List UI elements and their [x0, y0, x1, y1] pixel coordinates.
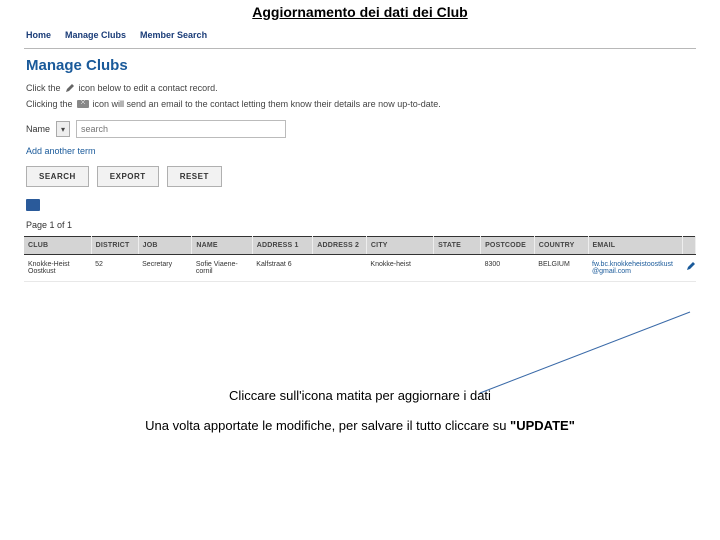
export-button[interactable]: EXPORT	[97, 166, 159, 187]
caption-1: Cliccare sull'icona matita per aggiornar…	[0, 388, 720, 403]
print-row	[18, 197, 702, 216]
cell-addr1: Kalfstraat 6	[252, 255, 312, 282]
cell-name: Sofie Viaene-cornil	[192, 255, 252, 282]
hint2-post: icon will send an email to the contact l…	[93, 99, 441, 109]
th-district: DISTRICT	[91, 237, 138, 255]
nav-member-search[interactable]: Member Search	[140, 30, 207, 40]
cell-job: Secretary	[138, 255, 192, 282]
th-actions	[682, 237, 696, 255]
th-name: NAME	[192, 237, 252, 255]
th-job: JOB	[138, 237, 192, 255]
hint-email: Clicking the icon will send an email to …	[18, 96, 702, 112]
envelope-icon	[77, 100, 89, 108]
cell-addr2	[313, 255, 367, 282]
th-email: EMAIL	[588, 237, 682, 255]
th-addr1: ADDRESS 1	[252, 237, 312, 255]
edit-pencil-icon[interactable]	[686, 261, 696, 271]
hint2-pre: Clicking the	[26, 99, 73, 109]
reset-button[interactable]: RESET	[167, 166, 222, 187]
caption-2: Una volta apportate le modifiche, per sa…	[0, 418, 720, 433]
th-city: CITY	[366, 237, 433, 255]
th-state: STATE	[434, 237, 481, 255]
caption2-bold: "UPDATE"	[510, 418, 575, 433]
nav-home[interactable]: Home	[26, 30, 51, 40]
search-row: Name ▾	[18, 112, 702, 142]
field-dropdown[interactable]: ▾	[56, 121, 70, 137]
search-button[interactable]: SEARCH	[26, 166, 89, 187]
hint1-pre: Click the	[26, 83, 61, 93]
th-club: CLUB	[24, 237, 91, 255]
page-heading: Manage Clubs	[18, 55, 702, 80]
hint-edit: Click the icon below to edit a contact r…	[18, 80, 702, 96]
cell-actions	[682, 255, 696, 282]
pager: Page 1 of 1	[18, 216, 702, 236]
top-nav: Home Manage Clubs Member Search	[18, 24, 702, 48]
button-row: SEARCH EXPORT RESET	[18, 164, 702, 197]
th-postcode: POSTCODE	[481, 237, 535, 255]
clubs-table: CLUB DISTRICT JOB NAME ADDRESS 1 ADDRESS…	[24, 236, 696, 282]
field-label: Name	[26, 124, 50, 134]
caption2-pre: Una volta apportate le modifiche, per sa…	[145, 418, 510, 433]
cell-country: BELGIUM	[534, 255, 588, 282]
slide-title: Aggiornamento dei dati dei Club	[0, 0, 720, 22]
printer-icon[interactable]	[26, 199, 40, 211]
cell-email[interactable]: fw.bc.knokkeheistoostkust@gmail.com	[588, 255, 682, 282]
th-country: COUNTRY	[534, 237, 588, 255]
add-another-term[interactable]: Add another term	[18, 142, 702, 164]
app-screenshot: Home Manage Clubs Member Search Manage C…	[18, 24, 702, 282]
table-header-row: CLUB DISTRICT JOB NAME ADDRESS 1 ADDRESS…	[24, 237, 696, 255]
cell-city: Knokke-heist	[366, 255, 433, 282]
table-row: Knokke-Heist Oostkust 52 Secretary Sofie…	[24, 255, 696, 282]
cell-district: 52	[91, 255, 138, 282]
pencil-icon	[65, 83, 75, 93]
cell-state	[434, 255, 481, 282]
divider	[24, 48, 696, 49]
search-input[interactable]	[76, 120, 286, 138]
cell-postcode: 8300	[481, 255, 535, 282]
th-addr2: ADDRESS 2	[313, 237, 367, 255]
hint1-post: icon below to edit a contact record.	[79, 83, 218, 93]
cell-club: Knokke-Heist Oostkust	[24, 255, 91, 282]
nav-manage-clubs[interactable]: Manage Clubs	[65, 30, 126, 40]
